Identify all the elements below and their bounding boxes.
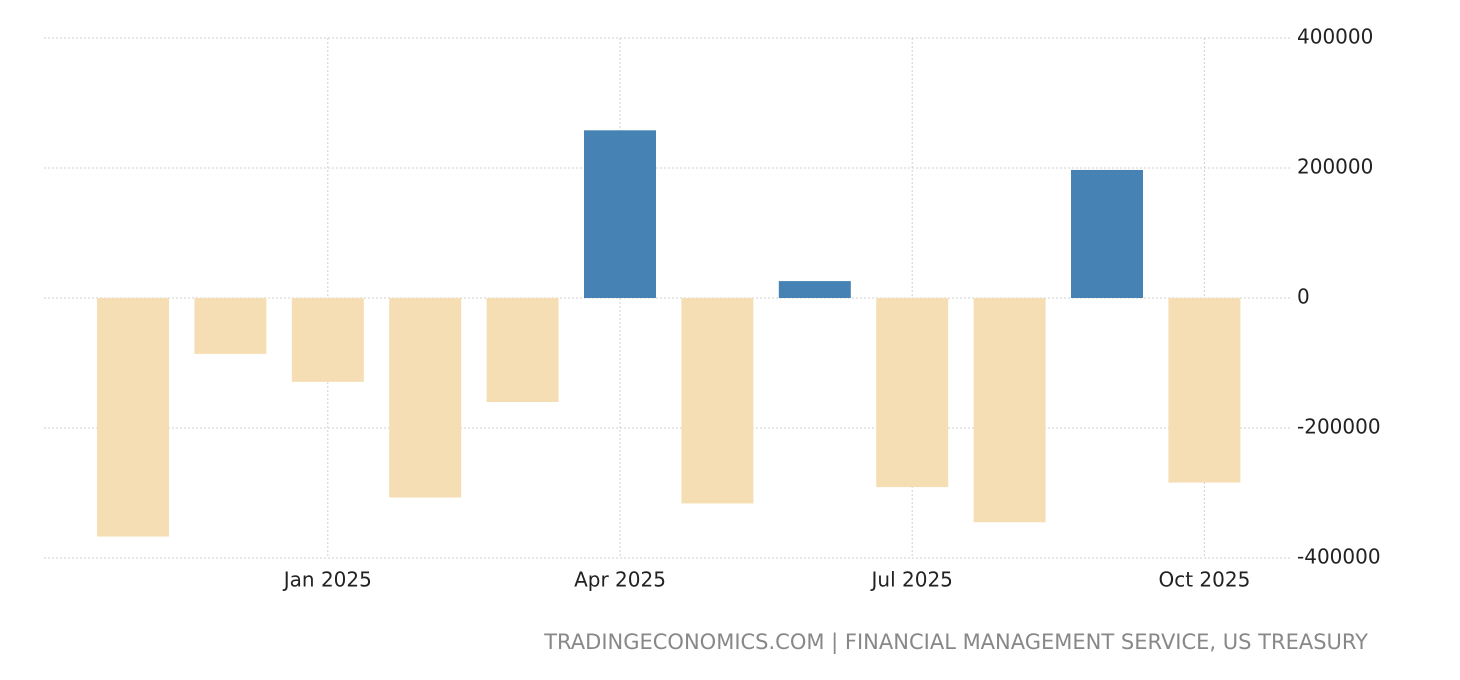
bar <box>97 298 169 537</box>
x-tick-label: Jul 2025 <box>870 568 953 592</box>
bar <box>778 281 851 298</box>
bar <box>291 298 364 382</box>
bar <box>584 130 656 298</box>
x-tick-label: Jan 2025 <box>282 568 372 592</box>
y-tick-label: 0 <box>1297 285 1310 309</box>
bar <box>876 298 949 488</box>
bar <box>1071 169 1143 298</box>
y-tick-label: -200000 <box>1297 415 1381 439</box>
x-tick-label: Oct 2025 <box>1158 568 1250 592</box>
y-tick-label: 200000 <box>1297 155 1373 179</box>
bar <box>1168 298 1241 483</box>
bar <box>389 298 462 498</box>
bar <box>973 298 1046 523</box>
bar <box>681 298 754 504</box>
y-tick-label: -400000 <box>1297 545 1381 569</box>
y-tick-label: 400000 <box>1297 25 1373 49</box>
source: TRADINGECONOMICS.COM | FINANCIAL MANAGEM… <box>543 630 1368 655</box>
bar <box>194 298 267 354</box>
bar <box>486 298 559 402</box>
x-tick-label: Apr 2025 <box>574 568 666 592</box>
